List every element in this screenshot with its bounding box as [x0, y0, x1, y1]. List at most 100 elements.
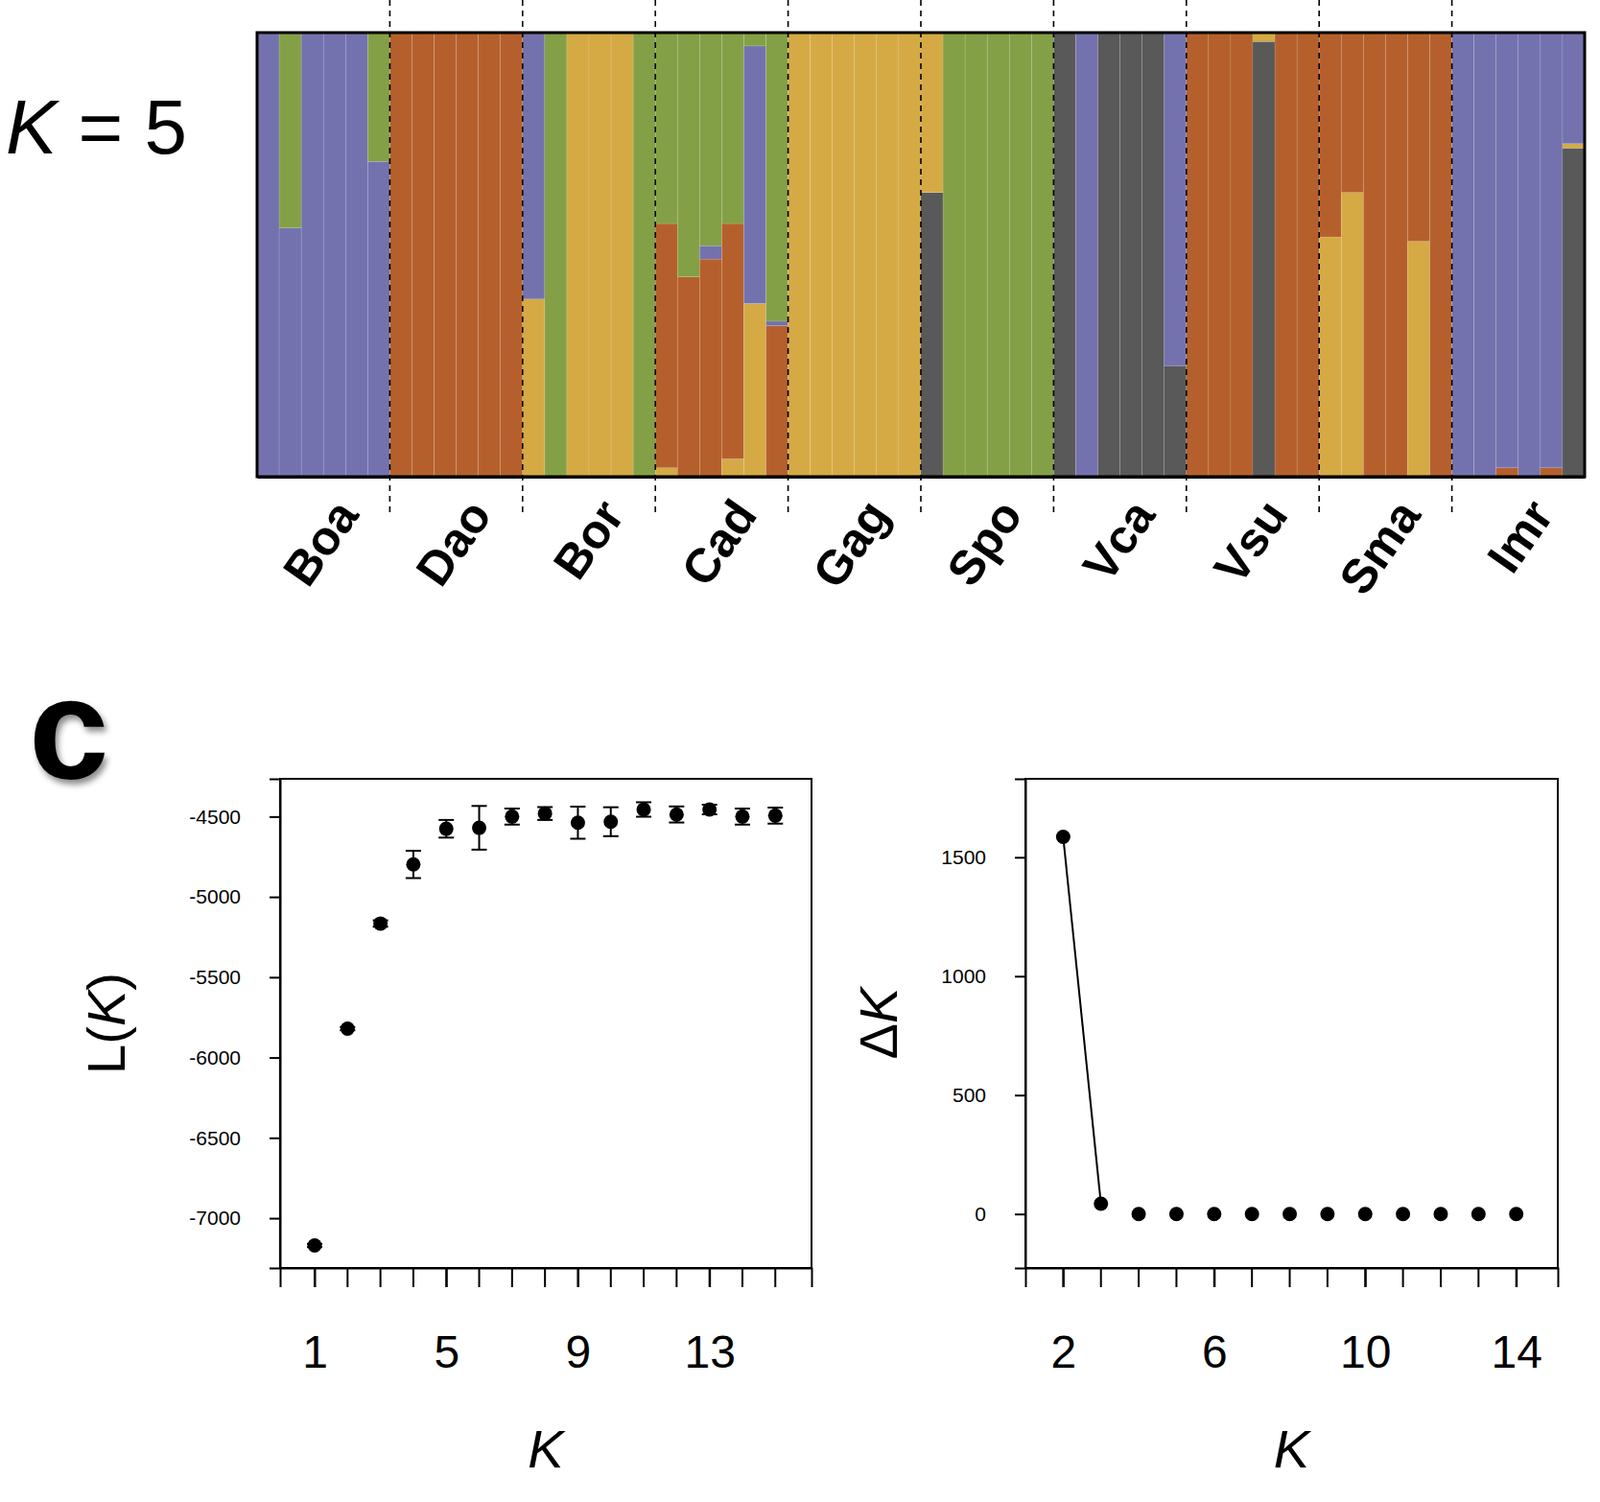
- text-part: K: [847, 985, 909, 1024]
- bar-segment: [611, 32, 634, 477]
- point: [570, 815, 586, 830]
- tick-mark: [708, 1268, 711, 1288]
- tick-mark: [446, 1268, 448, 1288]
- bar-segment: [1274, 32, 1297, 477]
- bar-segment: [544, 32, 567, 477]
- series-line: [1062, 836, 1101, 1204]
- text-part: L(: [75, 1026, 137, 1075]
- axis: 15913: [281, 1268, 813, 1378]
- x-minor-tick: [412, 1268, 415, 1288]
- group-separator: [1317, 0, 1320, 516]
- tick-label: Imr: [1477, 490, 1565, 583]
- axis-line: [258, 475, 1586, 479]
- bar-segment: [677, 277, 700, 477]
- error-bar-part: [504, 823, 520, 826]
- figure: BoaDaoBorCadGagSpoVcaVsuSmaImrK = 5-7000…: [0, 0, 1600, 1502]
- x-minor-tick: [741, 1268, 744, 1288]
- point: [636, 801, 652, 817]
- bar-segment: [1562, 147, 1585, 477]
- text-part: K: [5, 84, 61, 170]
- error-bar-part: [569, 805, 586, 808]
- point: [504, 809, 519, 824]
- bar-segment: [633, 32, 656, 477]
- point: [405, 857, 421, 872]
- x-minor-tick: [1402, 1268, 1405, 1288]
- point: [1508, 1206, 1524, 1222]
- error-bar: [603, 807, 619, 837]
- point: [373, 916, 388, 931]
- plot-frame: [280, 778, 812, 1269]
- bar-segment: [1120, 32, 1143, 477]
- bar-segment: [500, 32, 523, 477]
- bar-segment: [1341, 192, 1364, 477]
- bar-segment: [434, 32, 457, 477]
- error-bar: [537, 806, 553, 820]
- bar-segment: [1562, 143, 1585, 149]
- y-axis-title: L(K): [75, 972, 137, 1075]
- x-minor-tick: [346, 1268, 349, 1288]
- point: [1093, 1197, 1108, 1212]
- bar-segment: [766, 326, 789, 477]
- x-minor-tick: [1364, 1268, 1366, 1288]
- bar-segment: [876, 32, 899, 477]
- tick: 2: [1051, 1268, 1078, 1378]
- tick-label: 1: [302, 1326, 329, 1378]
- error-bar-part: [504, 807, 520, 810]
- plot-area: [306, 801, 783, 1253]
- point: [1282, 1206, 1297, 1222]
- bar-segment: [478, 32, 501, 477]
- text-part: K: [527, 1418, 566, 1480]
- bar-segment: [721, 32, 744, 224]
- x-axis-title: K: [1273, 1418, 1313, 1480]
- bar-segment: [699, 258, 722, 477]
- tick: Vca: [1072, 489, 1167, 591]
- tick-label: 9: [565, 1326, 592, 1378]
- bar-segment: [367, 32, 390, 162]
- tick-label: 2: [1051, 1326, 1078, 1378]
- group-separator: [389, 0, 392, 516]
- tick-label: 13: [683, 1326, 735, 1378]
- x-minor-tick: [708, 1268, 711, 1288]
- plot-area: [1056, 829, 1524, 1222]
- tick-mark: [1014, 856, 1026, 859]
- group-separator: [1053, 0, 1056, 516]
- error-bar: [635, 801, 652, 817]
- bar-segment: [1208, 32, 1231, 477]
- y-axis-title: ΔK: [847, 985, 909, 1059]
- bar-segment: [1407, 241, 1430, 477]
- tick-label: 500: [952, 1083, 987, 1106]
- group-separator: [919, 0, 922, 516]
- point: [1056, 829, 1071, 845]
- x-minor-tick: [1289, 1268, 1292, 1288]
- bar-segment: [1318, 236, 1342, 477]
- bar-segment: [1318, 32, 1342, 237]
- tick-label: Cad: [671, 490, 768, 596]
- x-minor-tick: [675, 1268, 678, 1288]
- bar-segment: [522, 299, 545, 477]
- axis: 050010001500: [941, 779, 1026, 1270]
- bar-segment: [832, 32, 855, 477]
- bar-segment: [345, 32, 368, 477]
- tick: -6000: [188, 1046, 281, 1069]
- point: [734, 809, 750, 824]
- tick-mark: [1014, 975, 1026, 978]
- point: [669, 807, 684, 823]
- x-minor-tick: [543, 1268, 546, 1288]
- error-bar: [471, 805, 488, 850]
- bar-segment: [1252, 41, 1275, 477]
- bar-segment: [279, 228, 302, 477]
- bar-segment: [743, 303, 766, 477]
- tick-label: -6500: [188, 1127, 241, 1150]
- bar-segment: [323, 32, 346, 477]
- bar-segment: [1385, 32, 1408, 477]
- error-bar-part: [471, 804, 488, 807]
- tick: -4500: [188, 805, 281, 828]
- text-part: K: [1273, 1418, 1313, 1480]
- x-minor-tick: [1250, 1268, 1253, 1288]
- axis-line: [281, 1269, 813, 1289]
- bar-segment: [1164, 365, 1187, 477]
- tick-mark: [269, 1218, 281, 1221]
- tick-mark: [269, 816, 281, 819]
- text-part: K: [75, 988, 137, 1027]
- error-bar: [767, 807, 783, 824]
